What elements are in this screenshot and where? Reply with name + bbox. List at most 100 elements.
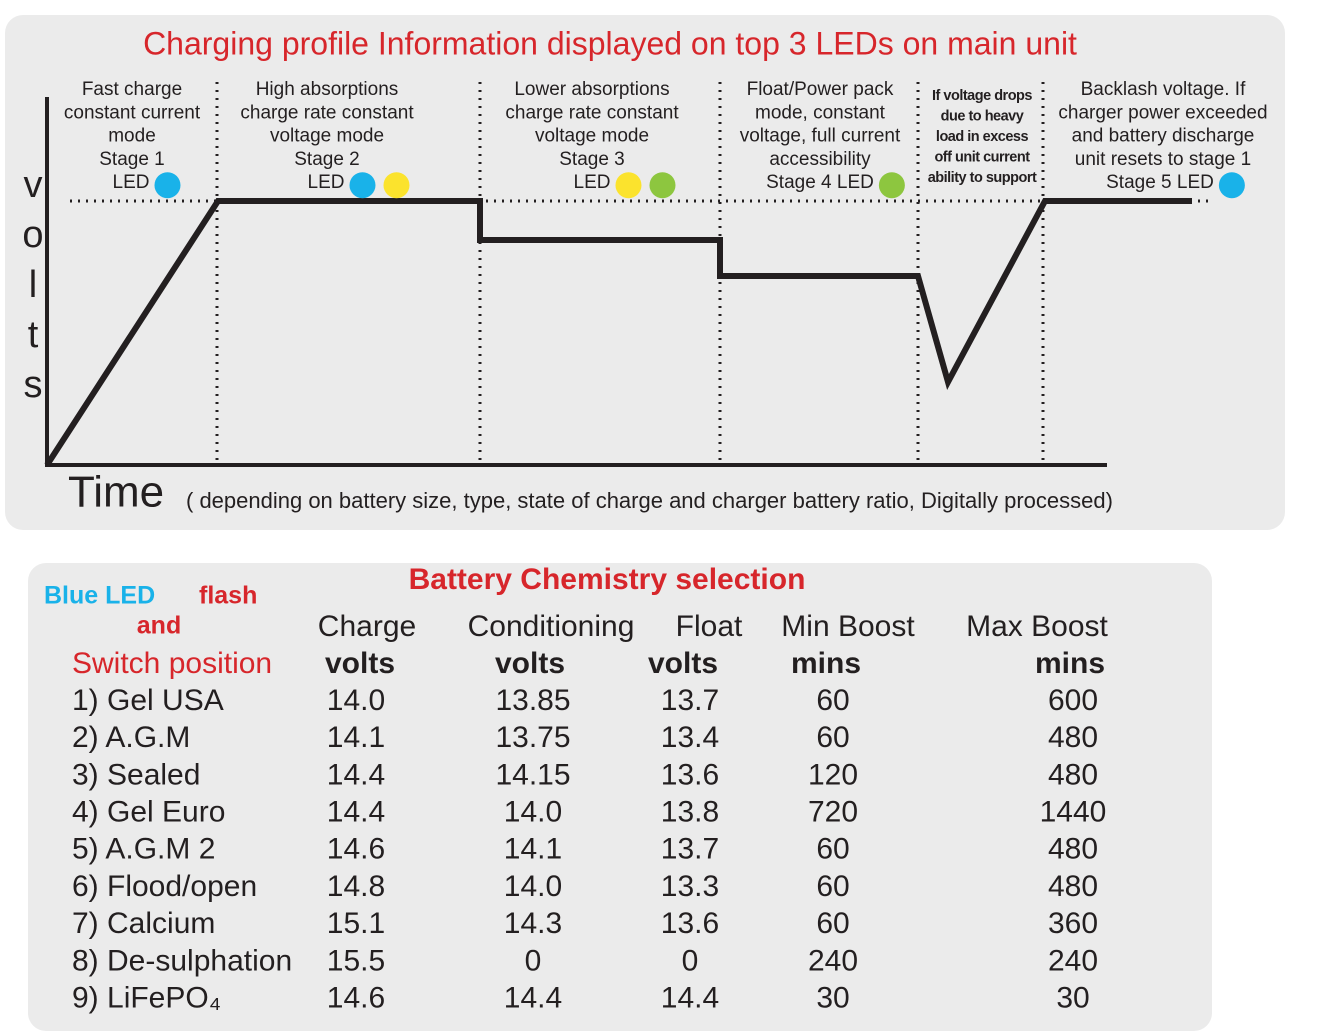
led-label: LED xyxy=(308,172,345,193)
row-label: 6) Flood/open xyxy=(72,870,257,903)
column-unit: volts xyxy=(648,647,718,680)
led-label: Stage 5 LED xyxy=(1106,172,1214,193)
charge-profile xyxy=(44,198,1192,467)
cell: 600 xyxy=(1048,684,1098,717)
cell: 1440 xyxy=(1040,796,1107,829)
stage-text: Stage 1 xyxy=(99,149,165,170)
left-header-and: and xyxy=(137,612,181,640)
stage-text: charger power exceeded xyxy=(1058,102,1267,123)
cell: 14.8 xyxy=(327,870,385,903)
stage-text: If voltage drops xyxy=(932,88,1032,104)
cell: 13.4 xyxy=(661,721,719,754)
stage-text: voltage mode xyxy=(535,126,649,147)
column-unit: volts xyxy=(495,647,565,680)
column-header: Charge xyxy=(318,610,416,643)
led-dot xyxy=(649,172,676,199)
row-label: 3) Sealed xyxy=(72,758,200,791)
led-dot xyxy=(349,172,376,199)
cell: 13.85 xyxy=(495,684,570,717)
column-header: Float xyxy=(676,610,743,643)
row-label: 2) A.G.M xyxy=(72,721,190,754)
cell: 14.6 xyxy=(327,833,385,866)
guides xyxy=(70,82,1210,465)
cell: 0 xyxy=(525,944,542,977)
cell: 30 xyxy=(1056,982,1089,1015)
row-label: 5) A.G.M 2 xyxy=(72,833,215,866)
led-dot xyxy=(1218,172,1245,199)
led-label: Stage 4 LED xyxy=(766,172,874,193)
cell: 14.4 xyxy=(327,796,385,829)
stage-text: voltage, full current xyxy=(740,126,901,147)
left-header-switch: Switch position xyxy=(72,647,272,680)
cell: 13.7 xyxy=(661,684,719,717)
x-axis-note: ( depending on battery size, type, state… xyxy=(186,488,1113,513)
stage-text: Stage 2 xyxy=(294,149,360,170)
stage-text: Lower absorptions xyxy=(514,79,669,100)
cell: 60 xyxy=(816,907,849,940)
stage-text: constant current xyxy=(64,102,201,123)
led-dot xyxy=(383,172,410,199)
stage-text: off unit current xyxy=(934,149,1030,165)
cell: 60 xyxy=(816,721,849,754)
stage-text: charge rate constant xyxy=(505,102,679,123)
cell: 30 xyxy=(816,982,849,1015)
table-title: Battery Chemistry selection xyxy=(409,563,806,596)
stage-text: charge rate constant xyxy=(240,102,414,123)
column-unit: volts xyxy=(325,647,395,680)
cell: 14.3 xyxy=(504,907,562,940)
cell: 13.3 xyxy=(661,870,719,903)
stage-text: load in excess xyxy=(936,129,1029,145)
cell: 60 xyxy=(816,870,849,903)
led-dot xyxy=(615,172,642,199)
row-label: 4) Gel Euro xyxy=(72,796,225,829)
cell: 240 xyxy=(1048,944,1098,977)
stage-text: and battery discharge xyxy=(1072,126,1255,147)
cell: 480 xyxy=(1048,721,1098,754)
row-label: 7) Calcium xyxy=(72,907,215,940)
cell: 13.7 xyxy=(661,833,719,866)
column-header: Conditioning xyxy=(468,610,635,643)
stage-text: Float/Power pack xyxy=(747,79,894,100)
cell: 14.4 xyxy=(327,758,385,791)
cell: 60 xyxy=(816,684,849,717)
row-label: 9) LiFePO₄ xyxy=(72,982,221,1015)
cell: 480 xyxy=(1048,870,1098,903)
cell: 14.1 xyxy=(504,833,562,866)
stage-text: voltage mode xyxy=(270,126,384,147)
cell: 720 xyxy=(808,796,858,829)
cell: 14.0 xyxy=(327,684,385,717)
column-header: Max Boost xyxy=(966,610,1108,643)
stage-text: unit resets to stage 1 xyxy=(1075,149,1251,170)
cell: 14.0 xyxy=(504,796,562,829)
stage-text: mode, constant xyxy=(755,102,886,123)
y-axis-label: volts xyxy=(12,164,54,414)
cell: 14.1 xyxy=(327,721,385,754)
stage-text: High absorptions xyxy=(256,79,399,100)
cell: 0 xyxy=(682,944,699,977)
led-dot xyxy=(878,172,905,199)
cell: 14.6 xyxy=(327,982,385,1015)
stage-text: ability to support xyxy=(928,170,1037,186)
profile-panel xyxy=(5,15,1285,530)
cell: 120 xyxy=(808,758,858,791)
profile-title: Charging profile Information displayed o… xyxy=(143,25,1077,61)
column-header: Min Boost xyxy=(781,610,915,643)
cell: 13.6 xyxy=(661,907,719,940)
cell: 14.15 xyxy=(495,758,570,791)
led-label: LED xyxy=(113,172,150,193)
left-header-led: Blue LED xyxy=(44,582,155,610)
stage-text: due to heavy xyxy=(941,108,1024,124)
column-unit: mins xyxy=(1035,647,1105,680)
stage-text: Fast charge xyxy=(82,79,182,100)
cell: 15.5 xyxy=(327,944,385,977)
stage-text: accessibility xyxy=(769,149,871,170)
led-dot xyxy=(154,172,181,199)
cell: 14.0 xyxy=(504,870,562,903)
cell: 60 xyxy=(816,833,849,866)
column-unit: mins xyxy=(791,647,861,680)
left-header-flash: flash xyxy=(199,582,257,610)
stage-text: Backlash voltage. If xyxy=(1081,79,1246,100)
stage-text: mode xyxy=(108,126,156,147)
row-label: 8) De-sulphation xyxy=(72,944,292,977)
